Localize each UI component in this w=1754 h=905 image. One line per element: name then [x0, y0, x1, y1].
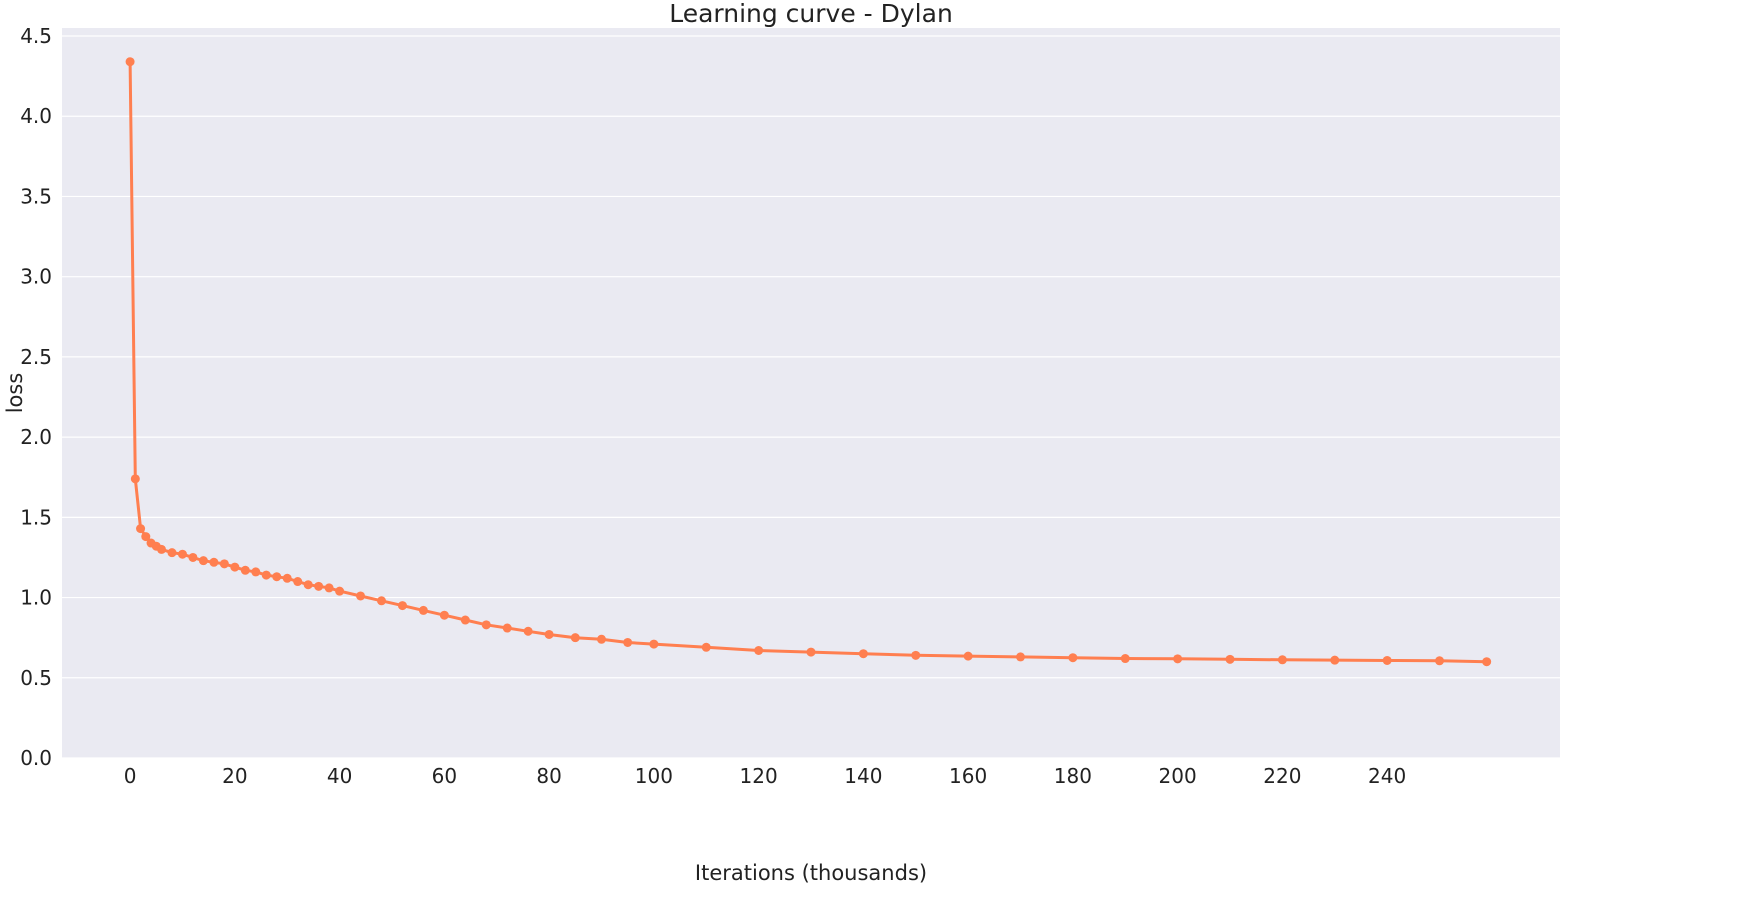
- data-point: [1382, 655, 1392, 665]
- data-point: [188, 552, 198, 562]
- data-point: [701, 642, 711, 652]
- data-point: [293, 577, 303, 587]
- data-point: [1120, 654, 1130, 664]
- x-tick-label: 60: [432, 764, 457, 788]
- y-gridlines: [62, 35, 1560, 759]
- data-point: [623, 637, 633, 647]
- data-point: [1435, 656, 1445, 666]
- data-point: [1225, 654, 1235, 664]
- data-point: [314, 581, 324, 591]
- data-point: [261, 570, 271, 580]
- y-tick-label: 2.5: [20, 345, 52, 369]
- data-point: [570, 633, 580, 643]
- y-axis-label: loss: [3, 373, 27, 414]
- data-point: [230, 562, 240, 572]
- y-tick-label: 4.0: [20, 104, 52, 128]
- data-point: [397, 601, 407, 611]
- data-point: [439, 610, 449, 620]
- data-point: [272, 572, 282, 582]
- data-point: [544, 629, 554, 639]
- data-point: [858, 649, 868, 659]
- data-point: [481, 620, 491, 630]
- x-tick-label: 120: [740, 764, 778, 788]
- data-point: [141, 532, 151, 542]
- data-point: [596, 634, 606, 644]
- data-point: [377, 596, 387, 606]
- y-tick-label: 0.5: [20, 666, 52, 690]
- data-point: [251, 567, 261, 577]
- chart-title: Learning curve - Dylan: [669, 0, 953, 28]
- data-point: [167, 548, 177, 558]
- data-point: [356, 591, 366, 601]
- x-tick-labels: 0 20 40 60 80 100 120 140 160 180 200 220 240: [124, 764, 1407, 788]
- x-tick-label: 80: [536, 764, 561, 788]
- y-tick-label: 4.5: [20, 24, 52, 48]
- data-point: [1016, 652, 1026, 662]
- y-tick-label: 0.0: [20, 746, 52, 770]
- data-point: [282, 573, 292, 583]
- data-point: [1068, 653, 1078, 663]
- y-tick-label: 1.5: [20, 505, 52, 529]
- data-point: [649, 639, 659, 649]
- data-point: [418, 605, 428, 615]
- data-point: [1482, 657, 1492, 667]
- data-point: [157, 544, 167, 554]
- x-tick-label: 220: [1263, 764, 1301, 788]
- data-point: [209, 557, 219, 567]
- data-point: [130, 474, 140, 484]
- y-tick-labels: 0.0 0.5 1.0 1.5 2.0 2.5 3.0 3.5 4.0 4.5: [20, 24, 52, 770]
- x-tick-label: 0: [124, 764, 137, 788]
- y-tick-label: 2.0: [20, 425, 52, 449]
- data-point: [219, 559, 229, 569]
- data-point: [460, 615, 470, 625]
- x-tick-label: 40: [327, 764, 352, 788]
- data-point: [963, 651, 973, 661]
- plot-area: [62, 28, 1560, 758]
- data-point: [136, 524, 146, 534]
- y-tick-label: 3.0: [20, 265, 52, 289]
- data-point: [911, 650, 921, 660]
- x-tick-label: 200: [1159, 764, 1197, 788]
- data-point: [1173, 654, 1183, 664]
- data-point: [1277, 655, 1287, 665]
- data-point: [324, 583, 334, 593]
- data-point: [335, 586, 345, 596]
- y-tick-label: 1.0: [20, 586, 52, 610]
- x-tick-label: 180: [1054, 764, 1092, 788]
- x-tick-label: 140: [844, 764, 882, 788]
- loss-series-points: [125, 57, 1492, 667]
- x-tick-label: 240: [1368, 764, 1406, 788]
- x-tick-label: 100: [635, 764, 673, 788]
- data-point: [125, 57, 135, 67]
- data-point: [198, 556, 208, 566]
- data-point: [754, 646, 764, 656]
- x-tick-label: 20: [222, 764, 247, 788]
- x-tick-label: 160: [949, 764, 987, 788]
- x-axis-label: Iterations (thousands): [695, 861, 927, 885]
- data-point: [502, 623, 512, 633]
- data-point: [1330, 655, 1340, 665]
- data-point: [240, 565, 250, 575]
- y-tick-label: 3.5: [20, 184, 52, 208]
- data-point: [177, 549, 187, 559]
- data-point: [523, 626, 533, 636]
- data-point: [303, 580, 313, 590]
- data-point: [806, 647, 816, 657]
